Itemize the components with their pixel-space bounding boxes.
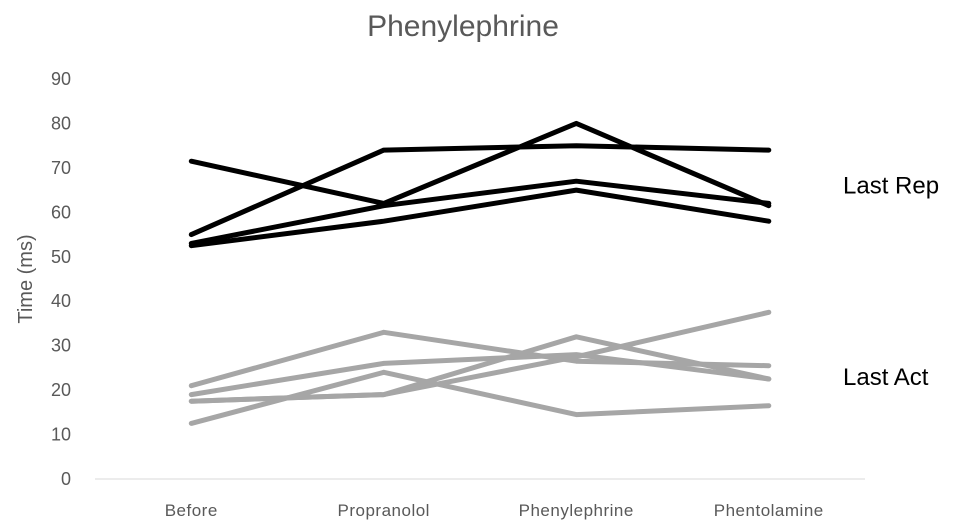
series-annotations: Last Rep Last Act (843, 173, 939, 391)
x-tick-label: Phenylephrine (519, 501, 634, 520)
y-tick-label: 40 (51, 291, 71, 311)
series-line-last-rep (188, 178, 772, 246)
x-tick-label: Before (165, 501, 218, 520)
y-tick-label: 90 (51, 69, 71, 89)
x-tick-labels: Before Propranolol Phenylephrine Phentolami… (165, 501, 824, 520)
y-tick-label: 50 (51, 247, 71, 267)
series-line-last-act (188, 309, 772, 404)
series-line-last-act (188, 329, 772, 389)
y-tick-label: 10 (51, 425, 71, 445)
chart-title: Phenylephrine (367, 10, 559, 43)
y-tick-labels: 0 10 20 30 40 50 60 70 80 90 (51, 69, 71, 489)
y-tick-label: 80 (51, 113, 71, 133)
y-tick-label: 30 (51, 336, 71, 356)
annotation-last-rep: Last Rep (843, 173, 939, 200)
annotation-last-act: Last Act (843, 364, 929, 391)
y-tick-label: 70 (51, 158, 71, 178)
series-line-last-act (188, 352, 772, 398)
y-tick-label: 60 (51, 202, 71, 222)
series-line-last-rep (188, 143, 772, 238)
y-tick-label: 0 (61, 469, 71, 489)
y-axis-label: Time (ms) (15, 234, 37, 323)
x-tick-label: Phentolamine (714, 501, 824, 520)
series-line-last-rep (188, 187, 772, 249)
series-lines (188, 120, 772, 426)
series-line-last-rep (188, 120, 772, 209)
x-tick-label: Propranolol (338, 501, 430, 520)
y-tick-label: 20 (51, 380, 71, 400)
